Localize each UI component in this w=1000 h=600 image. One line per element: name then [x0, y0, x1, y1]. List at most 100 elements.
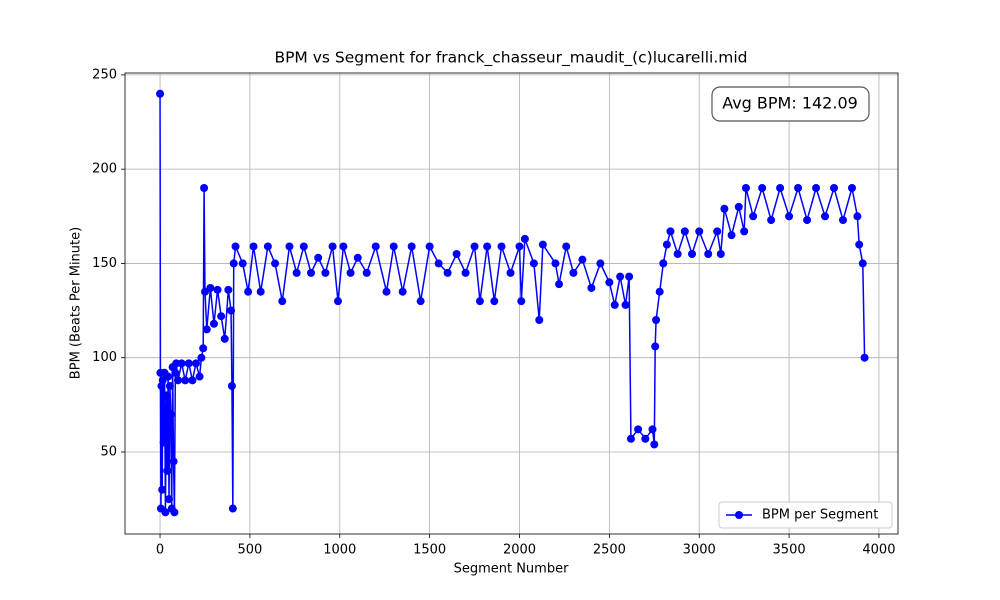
- marker: [228, 504, 237, 513]
- x-tick-label: 2000: [503, 543, 536, 558]
- marker: [587, 283, 596, 292]
- marker: [209, 319, 218, 328]
- marker: [758, 184, 767, 193]
- x-tick-label: 1500: [413, 543, 446, 558]
- marker: [177, 359, 186, 368]
- x-tick-label: 500: [237, 543, 262, 558]
- marker: [652, 315, 661, 324]
- marker: [688, 250, 697, 259]
- marker: [569, 268, 578, 277]
- y-tick-label: 100: [92, 350, 117, 365]
- legend-marker: [735, 511, 743, 519]
- marker: [634, 425, 643, 434]
- marker: [217, 312, 226, 321]
- marker: [244, 287, 253, 296]
- marker: [853, 212, 862, 221]
- marker: [158, 485, 167, 494]
- marker: [666, 227, 675, 236]
- marker: [812, 184, 821, 193]
- legend-box: [718, 501, 893, 529]
- marker: [821, 212, 830, 221]
- plot-group: [156, 89, 869, 517]
- marker: [169, 457, 178, 466]
- marker: [641, 434, 650, 443]
- marker: [231, 242, 240, 251]
- annotation-box: [711, 86, 870, 122]
- marker: [238, 259, 247, 268]
- marker: [490, 297, 499, 306]
- marker: [673, 250, 682, 259]
- marker: [680, 227, 689, 236]
- marker: [159, 438, 168, 447]
- marker: [535, 315, 544, 324]
- marker: [860, 353, 869, 362]
- marker: [767, 216, 776, 225]
- marker: [515, 242, 524, 251]
- marker: [830, 184, 839, 193]
- marker: [648, 425, 657, 434]
- marker: [227, 381, 236, 390]
- marker: [858, 259, 867, 268]
- marker: [803, 216, 812, 225]
- marker: [716, 250, 725, 259]
- marker: [263, 242, 272, 251]
- marker: [616, 272, 625, 281]
- marker: [321, 268, 330, 277]
- y-tick-label: 200: [92, 162, 117, 177]
- marker: [256, 287, 265, 296]
- annotation: Avg BPM: 142.09: [722, 94, 858, 113]
- marker: [191, 359, 200, 368]
- marker: [626, 434, 635, 443]
- marker: [292, 268, 301, 277]
- marker: [174, 376, 183, 385]
- marker: [197, 353, 206, 362]
- marker: [299, 242, 308, 251]
- marker: [625, 272, 634, 281]
- marker: [188, 376, 197, 385]
- marker: [213, 285, 222, 294]
- marker: [425, 242, 434, 251]
- y-axis-label: BPM (Beats Per Minute): [69, 227, 84, 379]
- marker: [470, 242, 479, 251]
- y-tick-label: 50: [100, 444, 117, 459]
- marker: [206, 283, 215, 292]
- x-tick-label: 3000: [683, 543, 716, 558]
- marker: [195, 372, 204, 381]
- marker: [839, 216, 848, 225]
- x-tick-label: 3500: [773, 543, 806, 558]
- marker: [740, 227, 749, 236]
- marker: [551, 259, 560, 268]
- marker: [621, 300, 630, 309]
- marker: [227, 306, 236, 315]
- marker: [695, 227, 704, 236]
- legend-label: BPM per Segment: [762, 508, 878, 523]
- marker: [202, 325, 211, 334]
- marker: [285, 242, 294, 251]
- marker: [353, 253, 362, 262]
- marker: [562, 242, 571, 251]
- marker: [163, 466, 172, 475]
- marker: [605, 278, 614, 287]
- marker: [164, 372, 173, 381]
- marker: [461, 268, 470, 277]
- x-tick-label: 4000: [862, 543, 895, 558]
- marker: [847, 184, 856, 193]
- marker: [651, 342, 660, 351]
- marker: [184, 359, 193, 368]
- marker: [650, 440, 659, 449]
- marker: [443, 268, 452, 277]
- marker: [407, 242, 416, 251]
- x-tick-label: 2500: [593, 543, 626, 558]
- marker: [610, 300, 619, 309]
- marker: [434, 259, 443, 268]
- marker: [655, 287, 664, 296]
- marker: [271, 259, 280, 268]
- marker: [165, 381, 174, 390]
- y-tick-label: 250: [92, 67, 117, 82]
- marker: [727, 231, 736, 240]
- marker: [161, 508, 170, 517]
- marker: [333, 297, 342, 306]
- marker: [713, 227, 722, 236]
- marker: [165, 495, 174, 504]
